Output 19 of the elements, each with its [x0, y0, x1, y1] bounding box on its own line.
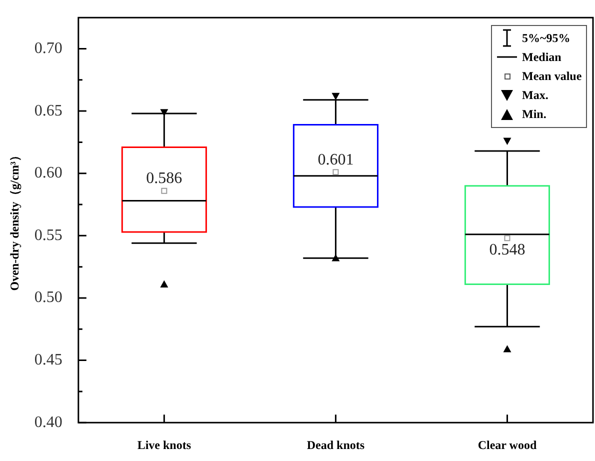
y-axis-title: Oven-dry density（g/cm³） — [7, 149, 22, 291]
annotation: Mean value — [522, 68, 582, 84]
annotation: Median — [522, 50, 562, 65]
y-tick-label: 0.60 — [34, 164, 62, 182]
y-tick-label: 0.55 — [34, 226, 62, 244]
y-tick-label: 0.40 — [34, 414, 62, 431]
annotation: 0.601 — [318, 151, 354, 168]
x-tick-label: Clear wood — [478, 438, 537, 452]
y-tick-label: 0.65 — [34, 102, 62, 120]
annotation: 5%~95% — [522, 30, 570, 46]
annotation: 0.548 — [489, 241, 526, 258]
x-tick-label: Dead knots — [306, 438, 365, 452]
annotation: Min. — [522, 106, 546, 122]
annotation: Max. — [522, 88, 548, 103]
y-tick-label: 0.70 — [34, 40, 62, 57]
x-tick-label: Live knots — [137, 438, 192, 452]
y-tick-label: 0.50 — [34, 289, 62, 306]
y-tick-label: 0.45 — [34, 351, 62, 368]
annotation: 0.586 — [146, 170, 182, 188]
